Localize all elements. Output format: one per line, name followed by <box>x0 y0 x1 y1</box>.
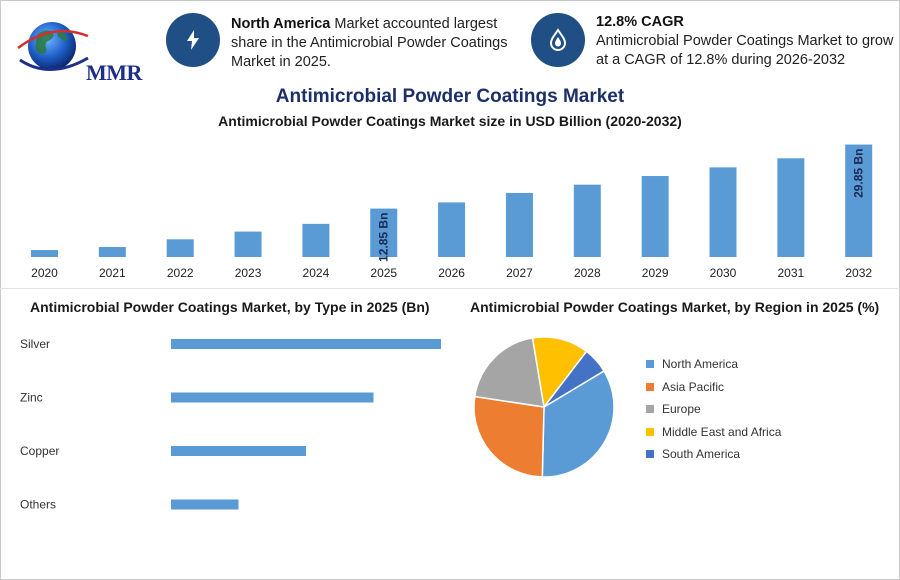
stat1-text: Market accounted largest share in the An… <box>231 16 508 70</box>
region-chart-title: Antimicrobial Powder Coatings Market, by… <box>470 299 880 315</box>
legend-label: North America <box>662 357 739 372</box>
bar-2029 <box>641 176 669 257</box>
stat1-bold: North America <box>231 16 331 32</box>
legend-swatch <box>646 360 654 369</box>
pie-slice-asia-pacific <box>473 395 545 478</box>
legend-item-europe: Europe <box>646 398 781 421</box>
bar-2025 <box>370 208 398 257</box>
north-america-stat: North America Market accounted largest s… <box>231 15 521 72</box>
data-label-2025: 12.85 Bn <box>377 213 391 262</box>
bar-2026 <box>438 202 466 257</box>
bar-2024 <box>302 223 330 257</box>
legend-swatch <box>646 405 654 414</box>
x-tick-2031: 2031 <box>777 266 804 280</box>
x-tick-2029: 2029 <box>642 266 669 280</box>
legend-label: Middle East and Africa <box>662 424 782 439</box>
x-tick-2020: 2020 <box>31 266 58 280</box>
lightning-icon <box>187 30 199 50</box>
legend-swatch <box>646 427 654 436</box>
stat2-text: Antimicrobial Powder Coatings Market to … <box>596 33 894 68</box>
x-tick-2025: 2025 <box>370 266 397 280</box>
legend-swatch <box>646 450 654 459</box>
x-tick-2023: 2023 <box>235 266 262 280</box>
cagr-stat: 12.8% CAGR Antimicrobial Powder Coatings… <box>596 13 896 70</box>
legend-label: Asia Pacific <box>662 379 725 394</box>
x-tick-2032: 2032 <box>845 266 872 280</box>
bar-2031 <box>777 158 805 257</box>
legend-item-middle-east-and-africa: Middle East and Africa <box>646 421 781 444</box>
bar-2028 <box>573 184 601 257</box>
type-chart-title: Antimicrobial Powder Coatings Market, by… <box>30 299 430 315</box>
section-divider <box>0 288 900 289</box>
type-bar-others <box>171 499 239 510</box>
bar-2020 <box>31 250 58 257</box>
x-tick-2030: 2030 <box>710 266 737 280</box>
droplet-icon <box>549 28 567 51</box>
type-bar-zinc <box>171 392 374 403</box>
x-tick-2024: 2024 <box>303 266 330 280</box>
main-title: Antimicrobial Powder Coatings Market <box>275 86 625 107</box>
mmr-logo: MMR <box>14 12 142 85</box>
logo-text: MMR <box>86 60 142 85</box>
pie-legend: North America Asia Pacific Europe Middle Ea… <box>646 353 781 466</box>
legend-label: Europe <box>662 402 701 417</box>
x-tick-2026: 2026 <box>438 266 465 280</box>
bar-chart-title: Antimicrobial Powder Coatings Market siz… <box>218 113 682 129</box>
type-bar-copper <box>171 446 306 456</box>
type-label-copper: Copper <box>20 444 59 458</box>
type-label-silver: Silver <box>20 337 50 351</box>
x-tick-2021: 2021 <box>99 266 126 280</box>
bar-2032 <box>845 144 873 257</box>
legend-label: South America <box>662 447 741 462</box>
type-label-others: Others <box>20 498 56 512</box>
bar-2030 <box>709 167 737 257</box>
bar-2023 <box>234 231 262 257</box>
lightning-badge <box>166 13 220 67</box>
legend-item-south-america: South America <box>646 443 781 466</box>
x-tick-2027: 2027 <box>506 266 533 280</box>
legend-item-asia-pacific: Asia Pacific <box>646 376 781 399</box>
legend-item-north-america: North America <box>646 353 781 376</box>
x-tick-2028: 2028 <box>574 266 601 280</box>
data-label-2032: 29.85 Bn <box>852 149 866 198</box>
type-label-zinc: Zinc <box>20 391 43 405</box>
globe-icon <box>17 22 89 71</box>
bar-2021 <box>98 247 126 257</box>
x-tick-2022: 2022 <box>167 266 194 280</box>
bar-2027 <box>505 192 533 257</box>
pie-slice-south-america <box>543 350 606 408</box>
stat2-bold: 12.8% CAGR <box>596 14 684 30</box>
legend-swatch <box>646 382 654 391</box>
pie-slice-europe <box>473 337 545 408</box>
pie-slice-middle-east-and-africa <box>531 336 588 409</box>
type-bar-silver <box>171 339 441 349</box>
droplet-badge <box>531 13 585 67</box>
bar-2022 <box>166 239 194 257</box>
